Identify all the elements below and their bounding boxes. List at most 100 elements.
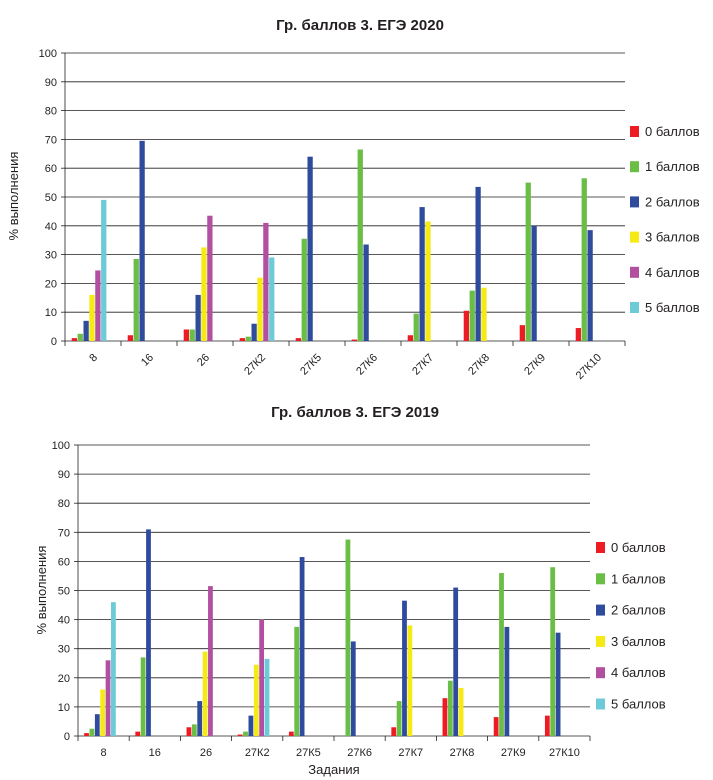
x-tick-label: 27К2 (242, 352, 268, 378)
bar (493, 717, 499, 736)
y-tick-label: 40 (58, 615, 70, 627)
bar (208, 586, 213, 736)
bar (84, 733, 89, 736)
legend-label: 2 баллов (645, 194, 700, 209)
y-axis-label: % выполнения (34, 546, 49, 635)
x-tick-label: 27К6 (354, 352, 380, 378)
legend-label: 2 баллов (611, 603, 666, 618)
bar (288, 731, 294, 736)
bar (183, 329, 189, 341)
y-tick-label: 0 (51, 336, 57, 348)
bar (71, 338, 77, 341)
bar (587, 230, 593, 341)
bar (463, 310, 469, 341)
bar (299, 557, 305, 736)
bar (407, 335, 413, 341)
bar (77, 333, 83, 341)
x-tick-label: 26 (200, 747, 212, 759)
bar (458, 687, 464, 736)
y-tick-label: 80 (58, 498, 70, 510)
legend-swatch (596, 698, 605, 710)
bar (100, 689, 106, 736)
bar (191, 724, 197, 736)
bar (531, 225, 537, 341)
x-tick-label: 27К7 (410, 352, 436, 378)
y-tick-label: 10 (58, 702, 70, 714)
y-tick-label: 0 (64, 731, 70, 743)
bar (133, 258, 139, 341)
y-tick-label: 20 (45, 278, 57, 290)
legend-swatch (596, 635, 605, 647)
bar (294, 626, 300, 737)
bar (83, 320, 89, 341)
bar (481, 287, 487, 341)
bar (351, 339, 357, 341)
bar (195, 294, 201, 341)
y-tick-label: 90 (45, 77, 57, 89)
bar (239, 338, 245, 341)
chart-title: Гр. баллов 3. ЕГЭ 2020 (276, 17, 444, 34)
legend-label: 3 баллов (611, 634, 666, 649)
bar (581, 178, 587, 341)
x-tick-label: 27К8 (466, 352, 492, 378)
y-axis-label: % выполнения (6, 152, 21, 241)
bar (111, 602, 116, 736)
bar (525, 182, 531, 341)
x-tick-label: 8 (101, 747, 107, 759)
legend-label: 3 баллов (645, 230, 700, 245)
legend-swatch (630, 161, 639, 173)
y-tick-label: 70 (45, 134, 57, 146)
bar (544, 715, 550, 736)
bar (575, 328, 581, 341)
x-axis-label: Задания (319, 390, 370, 392)
y-tick-label: 40 (45, 221, 57, 233)
bar (197, 701, 203, 736)
y-tick-label: 90 (58, 469, 70, 481)
legend-swatch (630, 126, 639, 137)
bar (413, 313, 419, 341)
y-tick-label: 60 (58, 556, 70, 568)
bar (189, 329, 195, 341)
bar (146, 529, 151, 736)
bar (425, 221, 431, 341)
x-tick-label: 27К5 (298, 352, 324, 378)
x-tick-label: 27К9 (501, 747, 526, 759)
bar (263, 222, 269, 341)
bar (253, 664, 259, 736)
bar (357, 149, 363, 341)
legend-swatch (630, 266, 639, 278)
bar (264, 658, 270, 736)
bar (475, 186, 481, 341)
x-tick-label: 27К10 (574, 352, 604, 382)
bar (499, 573, 504, 736)
bar (442, 698, 448, 736)
bar (519, 325, 525, 341)
y-tick-label: 30 (45, 250, 57, 262)
x-tick-label: 16 (139, 352, 156, 369)
y-tick-label: 100 (39, 48, 57, 60)
x-tick-label: 27К7 (398, 747, 423, 759)
y-tick-label: 50 (45, 192, 57, 204)
bar (89, 294, 95, 341)
legend-swatch (630, 196, 639, 208)
bar (101, 199, 107, 341)
bar (447, 680, 453, 736)
bar (207, 215, 213, 341)
legend-swatch (596, 573, 605, 585)
bar (89, 728, 95, 736)
y-tick-label: 20 (58, 673, 70, 685)
bar (202, 651, 208, 736)
bar (469, 290, 475, 341)
bar (555, 632, 561, 736)
bar (363, 244, 369, 341)
legend-label: 1 баллов (645, 159, 700, 174)
chart-2019: Гр. баллов 3. ЕГЭ 2019 0 10 20 30 40 50 60 70 80 9… (34, 404, 666, 777)
y-tick-label: 80 (45, 106, 57, 118)
bar (407, 625, 413, 736)
bar (307, 156, 313, 341)
bar (345, 539, 351, 736)
bar (248, 715, 254, 736)
bar (402, 600, 407, 736)
bar (396, 701, 402, 736)
bar (504, 626, 510, 737)
